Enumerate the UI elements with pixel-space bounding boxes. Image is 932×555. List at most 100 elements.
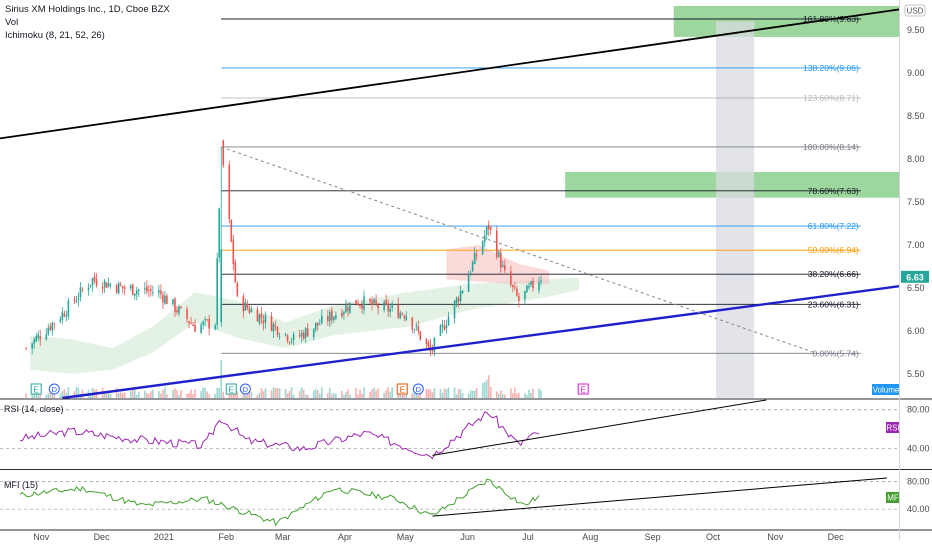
volume-bar <box>347 389 349 398</box>
volume-bar <box>274 388 277 398</box>
mfi-label: MFI (15) <box>4 480 38 490</box>
candle-body <box>413 329 416 330</box>
earnings-marker-label-2: E <box>229 386 234 395</box>
ichimoku-cloud-bearish <box>446 245 550 284</box>
fib-label-9: 0.00%(5.74) <box>812 348 858 358</box>
volume-bar <box>81 389 84 398</box>
candle-body <box>73 299 76 301</box>
volume-bar <box>65 392 68 398</box>
volume-bar <box>455 394 458 398</box>
volume-bar <box>103 392 106 398</box>
candle-body <box>244 302 247 311</box>
volume-bar <box>186 393 188 398</box>
candle-body <box>528 285 530 288</box>
mfi-tick-0: 80.00 <box>907 476 930 486</box>
candle-body <box>109 284 112 286</box>
last-price-tag: 6.63 <box>906 272 924 282</box>
vol-indicator-label[interactable]: Vol <box>5 17 19 28</box>
candle-body <box>228 164 231 220</box>
volume-bar <box>137 391 140 398</box>
candle-body <box>341 312 343 317</box>
candle-body <box>180 306 182 308</box>
rsi-label: RSI (14, close) <box>4 404 64 414</box>
volume-bar <box>512 393 514 398</box>
candle-body <box>150 288 152 291</box>
candle-body <box>361 305 363 309</box>
volume-bar <box>61 391 64 398</box>
volume-bar <box>164 387 166 398</box>
candle-body <box>105 282 108 288</box>
candle-body <box>375 299 377 304</box>
last-price-tag-bg <box>901 270 929 283</box>
volume-bar <box>425 388 428 398</box>
volume-bar <box>180 390 182 398</box>
mfi-tag-bg <box>886 492 900 503</box>
volume-bar <box>538 388 540 398</box>
volume-bar <box>248 388 251 398</box>
price-tick-0: 9.50 <box>907 25 925 35</box>
candle-body <box>190 323 192 324</box>
candle-body <box>485 226 488 235</box>
candle-body <box>95 279 98 286</box>
price-tick-7: 6.00 <box>907 326 925 336</box>
volume-bar <box>361 393 363 398</box>
volume-bar <box>335 393 337 398</box>
volume-bar <box>117 393 120 398</box>
volume-bar <box>457 389 460 398</box>
volume-bar <box>387 387 389 398</box>
candle-body <box>355 300 357 304</box>
volume-bar <box>162 389 164 398</box>
chart-header: Sirius XM Holdings Inc., 1D, Cboe BZX Vo… <box>5 3 170 42</box>
volume-bar <box>172 389 174 398</box>
volume-bar <box>471 390 474 398</box>
candle-body <box>192 324 194 327</box>
candle-body <box>61 312 64 320</box>
volume-bar <box>218 388 221 398</box>
volume-bar <box>144 390 146 398</box>
volume-bar <box>429 389 432 398</box>
volume-bar <box>302 389 305 398</box>
ichimoku-indicator-label[interactable]: Ichimoku (8, 21, 52, 26) <box>5 30 105 41</box>
candle-body <box>202 321 204 325</box>
dividend-marker-5 <box>412 383 424 395</box>
volume-bar <box>129 390 132 398</box>
fib-label-8: 23.60%(6.31) <box>808 299 859 309</box>
volume-bar <box>481 382 484 398</box>
volume-bar <box>214 394 216 398</box>
candle-body <box>514 287 516 289</box>
candle-body <box>473 252 476 264</box>
volume-bar <box>327 393 329 398</box>
time-tick-4: Mar <box>275 532 291 542</box>
candle-body <box>146 286 148 292</box>
candle-body <box>298 335 301 337</box>
volume-bar <box>206 391 208 398</box>
candle-body <box>166 295 168 305</box>
candle-body <box>441 324 444 327</box>
volume-bar <box>150 391 152 398</box>
volume-bar <box>152 389 154 398</box>
candle-body <box>131 284 134 295</box>
candle-body <box>453 300 456 319</box>
volume-bar <box>526 394 528 398</box>
candle-body <box>524 291 526 300</box>
volume-bar <box>475 387 478 398</box>
symbol-title[interactable]: Sirius XM Holdings Inc., 1D, Cboe BZX <box>5 4 170 15</box>
volume-bar <box>192 394 194 398</box>
price-tick-5: 7.00 <box>907 240 925 250</box>
candle-body <box>288 341 291 343</box>
candle-body <box>31 343 33 349</box>
rsi-line <box>19 411 540 460</box>
volume-bar <box>371 389 373 398</box>
candle-body <box>327 316 329 322</box>
volume-bar <box>487 375 490 398</box>
candle-body <box>164 295 166 304</box>
volume-tag: Volume <box>873 386 900 395</box>
volume-bar <box>391 387 393 398</box>
volume-bar <box>316 389 319 398</box>
mfi-line <box>19 478 540 527</box>
time-tick-11: Oct <box>706 532 721 542</box>
volume-bar <box>148 393 150 398</box>
volume-bar <box>292 394 295 398</box>
